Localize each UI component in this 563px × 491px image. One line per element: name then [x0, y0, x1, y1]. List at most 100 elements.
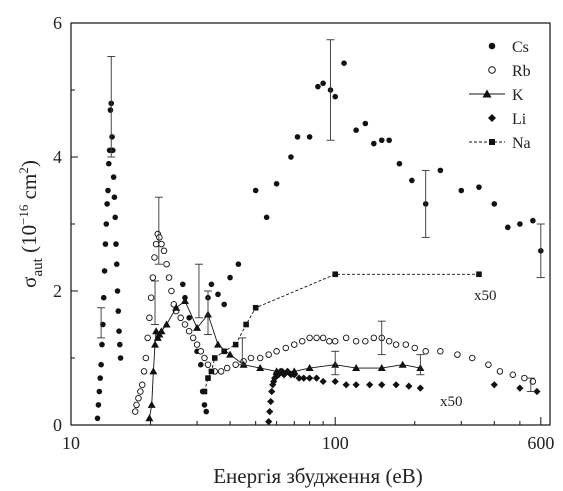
x-axis-title: Енергія збудження (еВ): [213, 464, 423, 488]
data-point-cs: [458, 187, 465, 194]
error-bar: [97, 307, 106, 339]
data-point-cs: [186, 315, 192, 321]
data-point-li: [352, 381, 360, 389]
data-point-li: [312, 374, 321, 382]
error-bar: [377, 320, 386, 356]
data-point-cs: [221, 301, 227, 308]
legend-label-rb: Rb: [512, 63, 531, 80]
data-point-na: [252, 304, 259, 311]
data-point-rb: [370, 334, 378, 342]
error-bar: [526, 377, 535, 392]
data-point-cs: [252, 187, 259, 194]
data-point-li: [300, 374, 308, 382]
data-point-rb: [140, 368, 148, 375]
error-bar: [238, 337, 247, 366]
data-point-cs: [341, 60, 347, 66]
data-point-rb: [352, 338, 360, 345]
data-point-rb: [529, 378, 537, 385]
data-point-cs: [97, 375, 104, 381]
data-point-li: [392, 381, 400, 389]
data-point-na: [332, 271, 339, 278]
error-bar: [326, 39, 335, 141]
data-point-cs: [105, 187, 111, 194]
data-point-li: [533, 387, 541, 396]
data-point-cs: [491, 201, 498, 207]
data-point-rb: [217, 368, 225, 375]
y-tick-label: 2: [53, 281, 62, 301]
data-point-li: [319, 377, 327, 386]
data-point-cs: [505, 224, 511, 231]
data-point-rb: [147, 294, 155, 301]
data-point-rb: [201, 354, 208, 362]
data-point-rb: [422, 348, 429, 355]
error-bar: [194, 263, 203, 319]
data-point-k: [157, 327, 166, 335]
data-point-li: [405, 382, 413, 390]
data-point-cs: [227, 274, 233, 281]
data-point-rb: [485, 361, 492, 368]
error-bar: [331, 350, 340, 376]
data-point-rb: [402, 341, 410, 348]
data-point-cs: [112, 214, 119, 221]
data-point-k: [149, 367, 158, 375]
data-point-k: [398, 360, 407, 368]
data-point-rb: [392, 341, 400, 348]
y-tick-label: 0: [53, 415, 62, 435]
data-point-cs: [437, 167, 444, 174]
series-rb: [131, 230, 537, 415]
data-point-k: [239, 360, 248, 368]
legend-marker-li: [488, 114, 496, 122]
data-point-li: [266, 408, 274, 416]
data-point-cs: [378, 137, 385, 144]
data-point-rb: [168, 287, 175, 295]
data-point-li: [331, 377, 339, 386]
data-point-cs: [114, 288, 121, 294]
data-point-cs: [107, 107, 114, 113]
data-point-k: [151, 340, 160, 348]
data-point-rb: [185, 327, 193, 335]
data-point-cs: [203, 408, 210, 415]
series-cs: [94, 60, 544, 422]
data-point-rb: [331, 338, 339, 345]
data-point-cs: [263, 214, 270, 221]
data-point-li: [290, 371, 298, 379]
data-point-cs: [386, 137, 392, 144]
data-point-cs: [306, 134, 313, 140]
data-point-na: [243, 321, 249, 328]
data-point-cs: [109, 134, 115, 140]
data-point-na: [211, 355, 218, 361]
legend: Cs Rb K Li Na: [469, 39, 531, 152]
data-point-li: [378, 381, 386, 389]
data-point-rb: [156, 234, 163, 241]
data-point-cs: [362, 120, 369, 127]
error-bar: [203, 290, 212, 335]
data-point-li: [267, 397, 275, 406]
data-point-cs: [396, 160, 403, 167]
data-point-rb: [247, 354, 255, 362]
data-point-k: [172, 303, 181, 311]
data-point-cs: [288, 154, 294, 160]
data-point-rb: [158, 240, 165, 248]
data-point-cs: [110, 174, 117, 180]
data-point-cs: [103, 221, 110, 227]
data-point-li: [366, 381, 374, 389]
data-point-cs: [235, 261, 242, 268]
series-line-na: [204, 273, 479, 392]
error-bar: [416, 354, 425, 376]
y-axis-title: σaut (10−16 cm2): [16, 160, 46, 288]
data-point-cs: [116, 341, 123, 348]
data-point-rb: [151, 254, 158, 261]
data-point-rb: [313, 334, 320, 342]
error-bar: [154, 196, 163, 265]
data-point-rb: [193, 341, 201, 348]
y-tick-label: 6: [53, 13, 62, 33]
data-point-li: [516, 384, 524, 392]
data-point-cs: [105, 160, 112, 167]
data-point-cs: [215, 291, 221, 298]
data-point-rb: [256, 354, 264, 362]
x-tick-label: 600: [527, 433, 554, 453]
data-point-rb: [146, 314, 153, 322]
data-point-cs: [332, 93, 339, 100]
data-point-cs: [111, 194, 118, 200]
data-point-rb: [319, 334, 327, 342]
